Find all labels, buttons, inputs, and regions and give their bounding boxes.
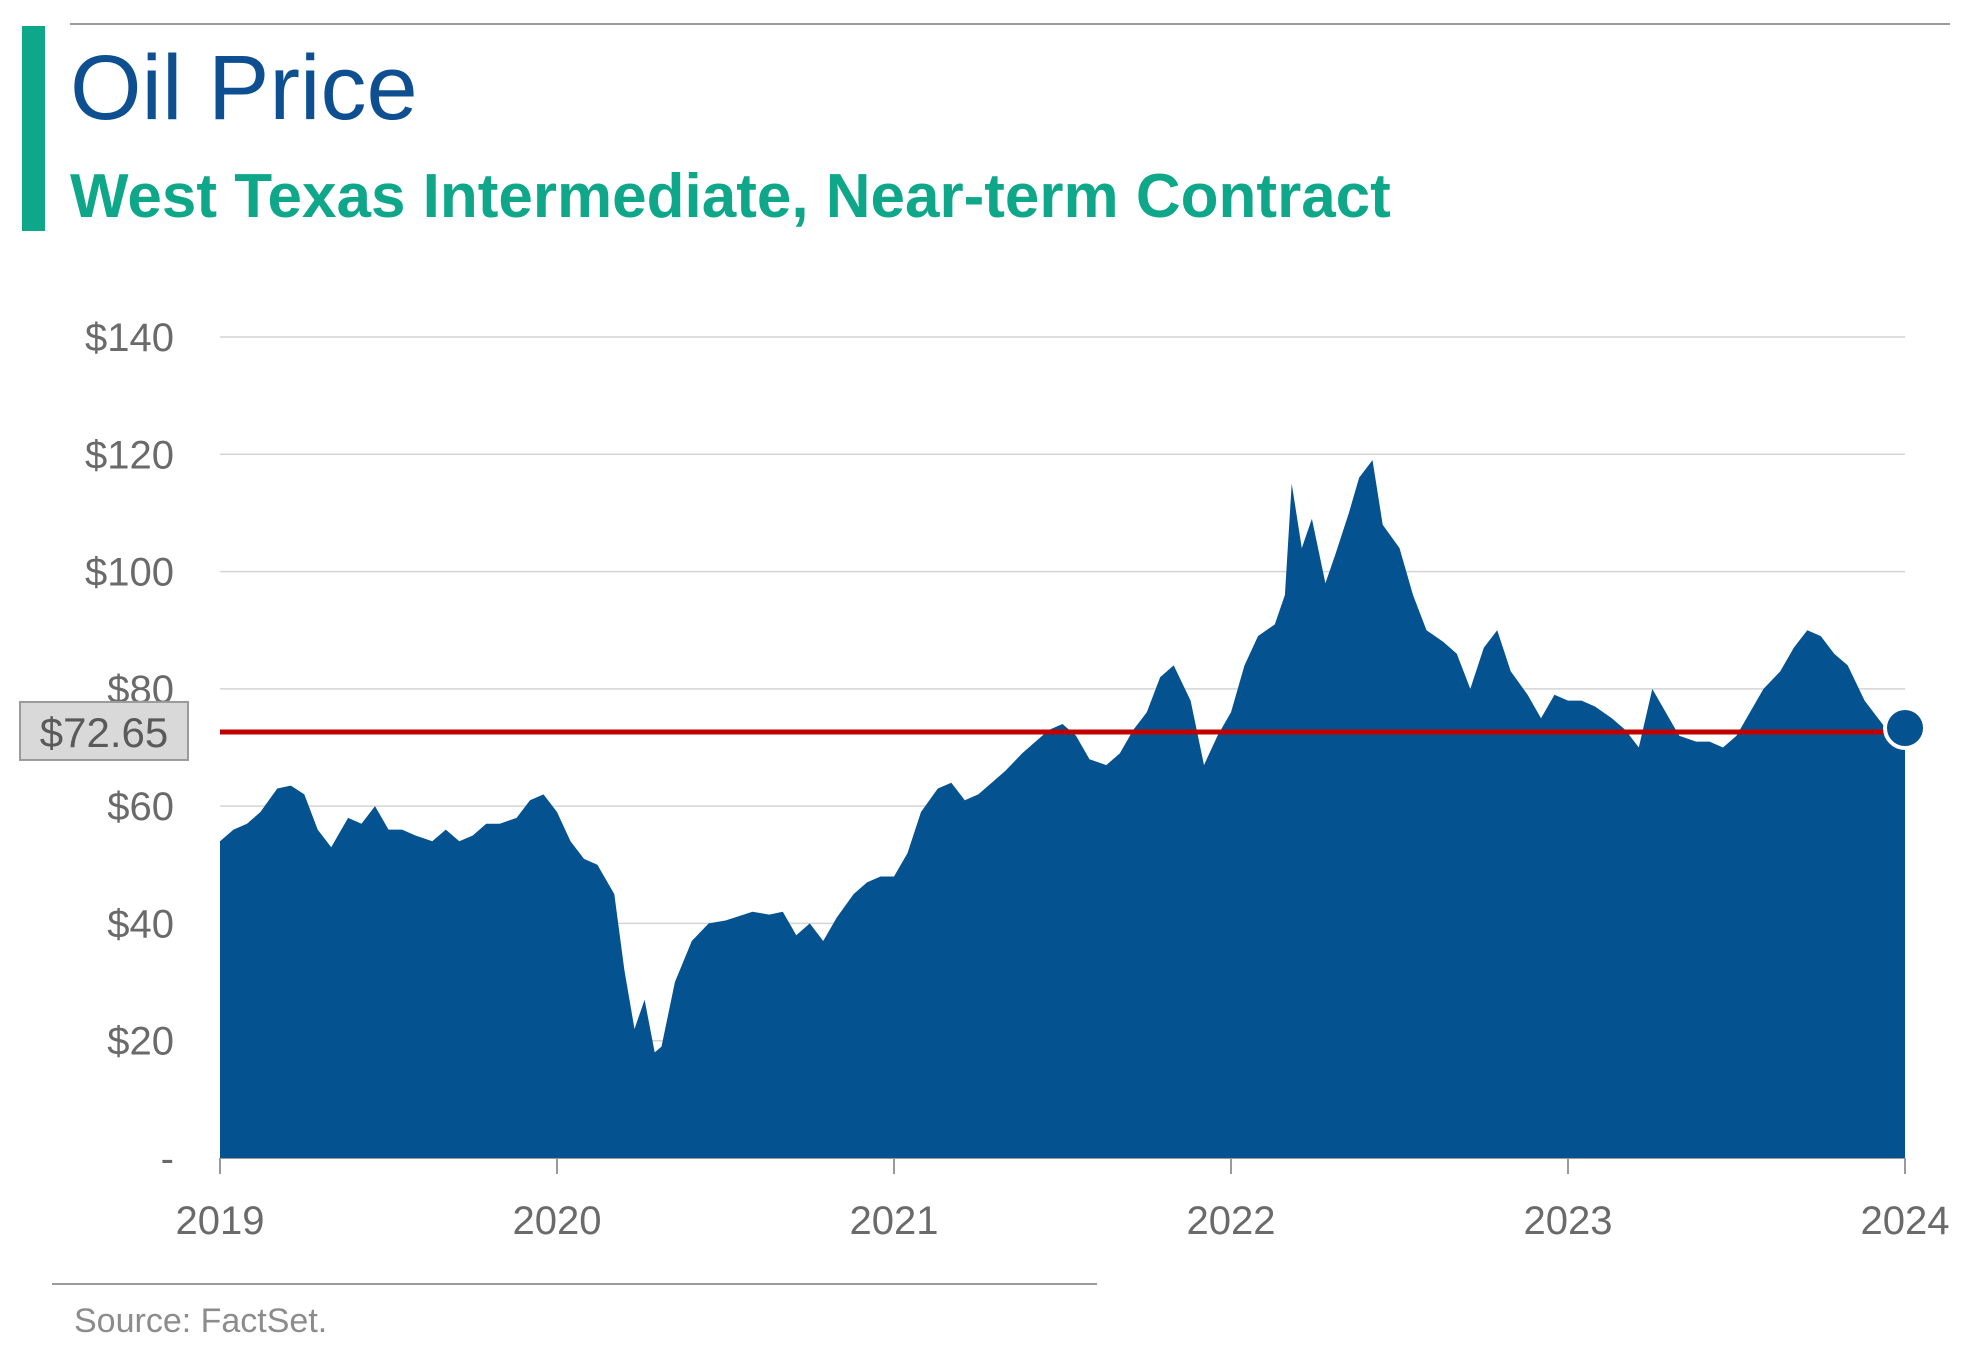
x-tick-label: 2024	[1861, 1199, 1950, 1243]
current-price-label: $72.65	[40, 709, 168, 756]
y-tick-label: $60	[107, 785, 174, 829]
y-tick-label: $40	[107, 902, 174, 946]
y-tick-label: -	[161, 1137, 174, 1181]
x-tick-label: 2023	[1524, 1199, 1613, 1243]
last-price-marker	[1883, 705, 1927, 750]
y-tick-label: $20	[107, 1020, 174, 1064]
chart-subtitle: West Texas Intermediate, Near-term Contr…	[70, 162, 1391, 231]
price-area-series	[220, 460, 1905, 1159]
chart-title: Oil Price	[70, 37, 418, 139]
current-price-label-box	[19, 700, 189, 761]
y-tick-label: $140	[85, 316, 174, 360]
source-note: Source: FactSet.	[74, 1302, 328, 1340]
y-tick-label: $120	[85, 433, 174, 477]
x-axis-ticks: 2019 2020 2021 2022 2023 2024	[176, 1158, 1950, 1243]
x-tick-label: 2020	[513, 1199, 602, 1243]
x-tick-label: 2019	[176, 1199, 265, 1243]
footer-rule	[52, 1283, 1097, 1285]
x-tick-label: 2021	[850, 1199, 939, 1243]
top-rule	[70, 23, 1950, 25]
y-axis-ticks: -$20$40$60$80$100$120$140	[85, 316, 174, 1181]
x-tick-label: 2022	[1187, 1199, 1276, 1243]
title-accent-bar	[22, 26, 45, 231]
y-tick-label: $100	[85, 551, 174, 595]
